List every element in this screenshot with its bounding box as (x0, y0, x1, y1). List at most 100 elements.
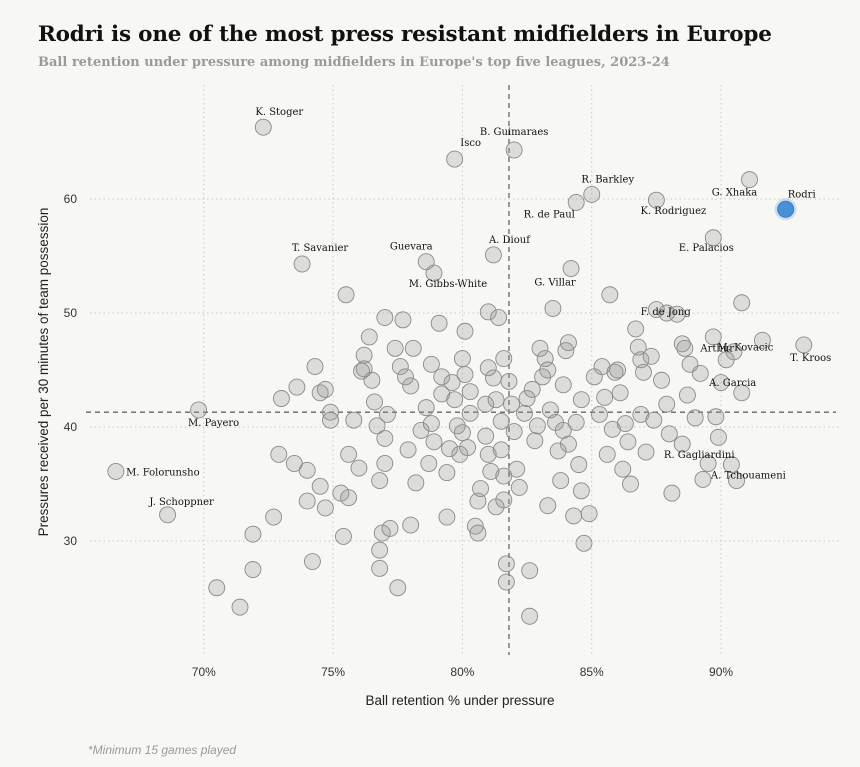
data-point-labeled (425, 264, 443, 282)
data-point (567, 413, 585, 431)
data-point (521, 607, 539, 625)
data-point (634, 363, 652, 381)
data-point (407, 474, 425, 492)
data-point-labeled (505, 141, 523, 159)
point-label: F. de Jong (641, 307, 692, 318)
data-point (495, 350, 513, 368)
data-point-labeled (647, 191, 665, 209)
data-point (422, 355, 440, 373)
data-point (572, 482, 590, 500)
data-point (619, 433, 637, 451)
data-point-labeled (562, 260, 580, 277)
point-label: K. Stoger (255, 107, 303, 118)
point-label: R. Gagliardini (664, 450, 735, 461)
x-tick-label: 70% (192, 665, 216, 679)
data-point (345, 411, 363, 429)
point-label: G. Villar (534, 278, 576, 289)
data-point (552, 472, 570, 490)
y-tick-label: 50 (64, 306, 78, 320)
data-point (704, 328, 722, 346)
data-point (536, 350, 554, 368)
data-point-labeled (717, 351, 735, 369)
data-point (565, 507, 583, 525)
data-point (368, 417, 386, 435)
reference-lines (86, 85, 836, 655)
data-point (539, 361, 557, 379)
data-point (484, 369, 502, 387)
data-point-labeled (583, 185, 601, 203)
data-point (632, 351, 650, 369)
data-point (508, 460, 526, 478)
chart-title: Rodri is one of the most press resistant… (38, 22, 772, 47)
data-point (298, 461, 316, 479)
x-tick-label: 80% (450, 665, 474, 679)
data-point (691, 364, 709, 382)
data-point (559, 334, 577, 352)
data-point (699, 455, 717, 472)
data-point (676, 339, 694, 357)
data-point (596, 388, 614, 406)
data-point-highlight (777, 200, 795, 218)
data-point-labeled (795, 336, 813, 354)
data-point (386, 339, 404, 357)
data-point (497, 555, 515, 573)
data-point (510, 478, 528, 496)
data-point (492, 412, 510, 430)
data-point (469, 492, 487, 510)
data-point (453, 424, 471, 442)
y-axis-title: Pressures received per 30 minutes of tea… (36, 208, 51, 537)
data-point (376, 455, 394, 472)
data-point (505, 423, 523, 441)
data-point (482, 463, 500, 480)
point-label: A. Garcia (708, 378, 756, 389)
data-point (526, 432, 544, 450)
data-point-labeled (733, 384, 751, 402)
point-label: Rodri (788, 189, 816, 200)
data-point (497, 573, 515, 591)
data-point (438, 464, 456, 482)
data-point (575, 534, 593, 552)
data-point (609, 361, 627, 379)
data-point (606, 363, 624, 381)
data-point (322, 411, 339, 429)
data-point (443, 374, 461, 391)
data-point (660, 425, 678, 443)
data-point (466, 517, 484, 535)
point-label: M. Kovacic (717, 342, 773, 353)
data-point (316, 380, 334, 398)
data-point (686, 409, 704, 427)
data-point (629, 338, 647, 356)
data-point-labeled (722, 456, 740, 474)
point-label: M. Folorunsho (126, 467, 199, 478)
point-label: M. Payero (188, 418, 239, 429)
data-point (244, 561, 262, 578)
point-label: R. Barkley (581, 174, 634, 185)
data-point (366, 393, 383, 411)
data-point (477, 395, 495, 413)
data-point (541, 401, 559, 419)
data-point (298, 492, 316, 510)
data-point (549, 442, 567, 460)
data-point (337, 286, 355, 304)
data-point (490, 309, 508, 327)
data-point (461, 383, 479, 401)
y-tick-label: 40 (64, 420, 78, 434)
data-point (601, 286, 619, 304)
data-point (518, 390, 536, 407)
data-point (521, 562, 539, 580)
data-point (477, 427, 495, 445)
data-point (707, 408, 725, 426)
data-point (544, 299, 562, 317)
data-point (554, 376, 572, 394)
data-point (340, 489, 358, 507)
data-point (332, 484, 350, 502)
data-point (355, 346, 373, 364)
data-point (591, 406, 608, 423)
data-point (709, 428, 727, 446)
data-point (231, 598, 249, 616)
data-point (456, 366, 474, 384)
data-point (399, 441, 417, 459)
point-label: G. Xhaka (712, 188, 758, 199)
point-label: Guevara (390, 242, 433, 253)
data-point-labeled (293, 255, 311, 273)
